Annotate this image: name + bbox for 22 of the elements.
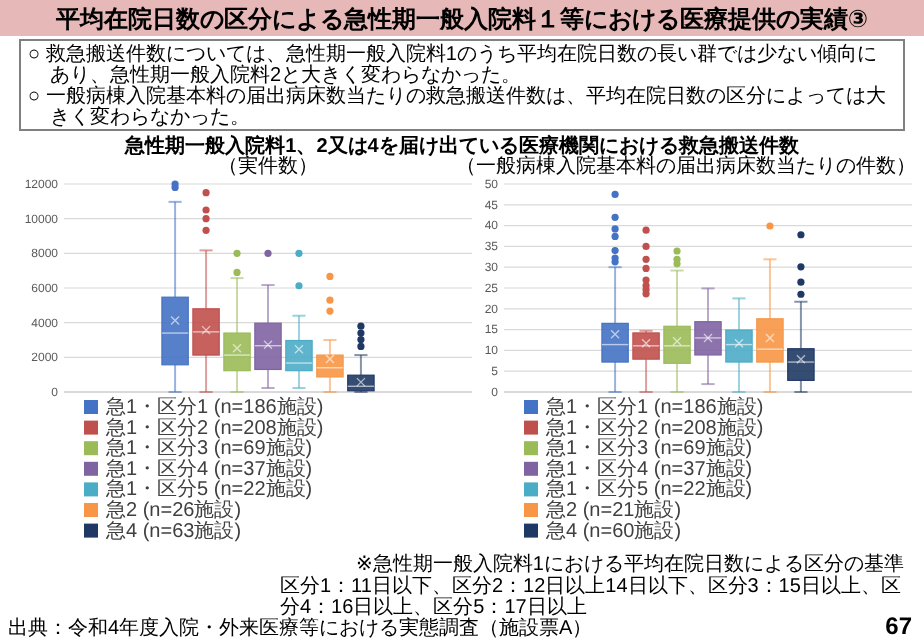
legend-label: 急1・区分5 (n=22施設) [544, 477, 753, 502]
legend-label: 急1・区分2 (n=208施設) [544, 415, 764, 440]
text: 平均在院日数の区分による急性期一般入院料１等における医療提供の実績③ [53, 5, 869, 33]
chart-title: （実件数） [218, 154, 318, 178]
legend-label: 急1・区分2 (n=208施設) [104, 415, 324, 440]
legend-label: 急1・区分1 (n=186施設) [104, 395, 324, 419]
legend-label: 急1・区分5 (n=22施設) [104, 477, 313, 502]
legend-label: 急1・区分1 (n=186施設) [544, 395, 764, 419]
legend-label: 急2 (n=26施設) [104, 498, 242, 522]
legend-label: 急1・区分4 (n=37施設) [544, 456, 753, 481]
legend-label: 急1・区分4 (n=37施設) [104, 456, 313, 481]
legend-label: 急1・区分3 (n=69施設) [104, 436, 313, 461]
text: 急性期一般入院料1、2又は4を届け出ている医療機関における救急搬送件数 [123, 134, 801, 158]
legend-label: 急4 (n=63施設) [104, 518, 242, 543]
legend-label: 急2 (n=21施設) [544, 498, 682, 522]
source-note: 出典：令和4年度入院・外来医療等における実態調査（施設票A） [8, 616, 593, 640]
text: ○ 救急搬送件数については、急性期一般入院料1のうち平均在院日数の長い群では少ない傾向にあり、急性期一般入院料2と大きく変わらなかった。 [28, 42, 877, 87]
text: ○ 一般病棟入院基本料の届出病床数当たりの救急搬送件数は、平均在院日数の区分によっては大きく変わらなかった。 [28, 84, 886, 129]
legend-label: 急4 (n=60施設) [544, 518, 682, 543]
text: ※急性期一般入院料1における平均在院日数による区分の基準 [356, 552, 904, 576]
chart-title: （一般病棟入院基本料の届出病床数当たりの件数） [456, 154, 916, 178]
legend-label: 急1・区分3 (n=69施設) [544, 436, 753, 461]
